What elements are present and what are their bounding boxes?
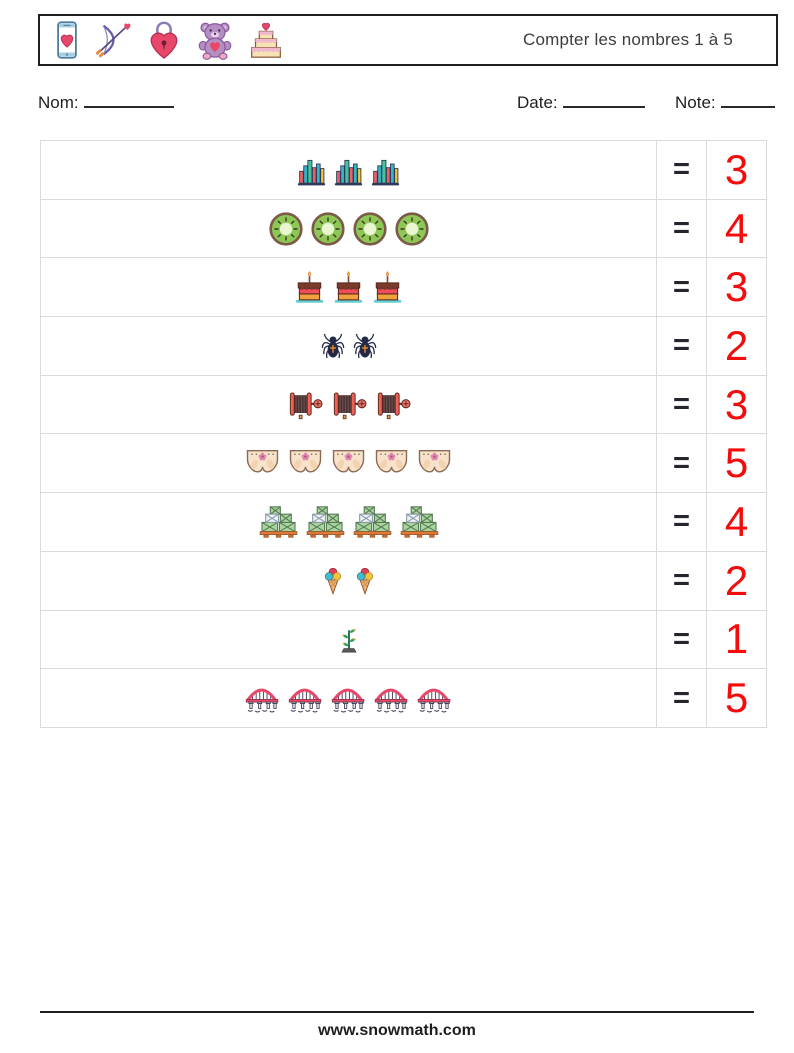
- header-icons: [40, 19, 287, 61]
- answer-value: 2: [706, 550, 767, 611]
- bar-chart-icon: [370, 152, 401, 187]
- crate-pallet-icon: [258, 505, 299, 539]
- diaper-icon: [330, 448, 367, 478]
- answer-value: 5: [706, 668, 767, 728]
- equals-sign: =: [656, 257, 707, 318]
- arch-bridge-icon: [416, 684, 453, 713]
- table-row: = 4: [40, 492, 767, 552]
- table-row: = 2: [40, 550, 767, 611]
- items-cell: [40, 140, 657, 200]
- answer-value: 2: [706, 316, 767, 376]
- cupid-bow-icon: [92, 19, 134, 61]
- table-row: = 4: [40, 198, 767, 259]
- equals-sign: =: [656, 492, 707, 552]
- phone-heart-icon: [51, 19, 83, 61]
- birthday-cake-icon: [371, 270, 404, 305]
- items-cell: [40, 550, 657, 611]
- items-cell: [40, 668, 657, 728]
- items-cell: [40, 609, 657, 670]
- arch-bridge-icon: [330, 684, 367, 713]
- table-row: = 1: [40, 609, 767, 670]
- ice-cream-cone-icon: [352, 564, 378, 598]
- hose-reel-icon: [286, 389, 324, 421]
- diaper-icon: [416, 448, 453, 478]
- worksheet-table-body: = 3 = 4 = 3 = 2 = 3 = 5 = 4 = 2 = 1 = 5: [40, 140, 767, 728]
- items-cell: [40, 374, 657, 435]
- name-label: Nom:: [38, 93, 79, 112]
- birthday-cake-icon: [332, 270, 365, 305]
- date-input-line[interactable]: [562, 92, 645, 108]
- answer-value: 3: [706, 257, 767, 318]
- crate-pallet-icon: [399, 505, 440, 539]
- answer-value: 1: [706, 609, 767, 670]
- equals-sign: =: [656, 609, 707, 670]
- hose-reel-icon: [330, 389, 368, 421]
- equals-sign: =: [656, 198, 707, 259]
- answer-value: 4: [706, 492, 767, 552]
- table-row: = 2: [40, 316, 767, 376]
- table-row: = 3: [40, 140, 767, 200]
- crate-pallet-icon: [305, 505, 346, 539]
- plant-sprout-icon: [336, 624, 362, 655]
- items-cell: [40, 492, 657, 552]
- answer-value: 5: [706, 433, 767, 494]
- items-cell: [40, 257, 657, 318]
- table-row: = 5: [40, 433, 767, 494]
- items-cell: [40, 433, 657, 494]
- note-label: Note:: [675, 93, 716, 112]
- birthday-cake-icon: [293, 270, 326, 305]
- worksheet-table: = 3 = 4 = 3 = 2 = 3 = 5 = 4 = 2 = 1 = 5: [40, 140, 767, 728]
- table-row: = 3: [40, 374, 767, 435]
- date-label: Date:: [517, 93, 558, 112]
- bar-chart-icon: [333, 152, 364, 187]
- equals-sign: =: [656, 140, 707, 200]
- diaper-icon: [373, 448, 410, 478]
- answer-value: 3: [706, 140, 767, 200]
- items-cell: [40, 316, 657, 376]
- arch-bridge-icon: [287, 684, 324, 713]
- kiwi-slice-icon: [310, 211, 346, 247]
- spider-icon: [320, 330, 346, 362]
- table-row: = 3: [40, 257, 767, 318]
- header-box: Compter les nombres 1 à 5: [38, 14, 778, 66]
- note-input-line[interactable]: [720, 92, 775, 108]
- items-cell: [40, 198, 657, 259]
- ice-cream-cone-icon: [320, 564, 346, 598]
- name-input-line[interactable]: [83, 92, 174, 108]
- equals-sign: =: [656, 316, 707, 376]
- teddy-bear-icon: [194, 19, 236, 61]
- fields-row: Nom: Date: Note:: [38, 92, 778, 116]
- diaper-icon: [287, 448, 324, 478]
- footer-divider: [40, 1011, 754, 1013]
- diaper-icon: [244, 448, 281, 478]
- crate-pallet-icon: [352, 505, 393, 539]
- arch-bridge-icon: [244, 684, 281, 713]
- page-title: Compter les nombres 1 à 5: [522, 30, 734, 49]
- hose-reel-icon: [374, 389, 412, 421]
- table-row: = 5: [40, 668, 767, 728]
- equals-sign: =: [656, 668, 707, 728]
- footer-url: www.snowmath.com: [318, 1022, 476, 1039]
- equals-sign: =: [656, 433, 707, 494]
- heart-lock-icon: [143, 19, 185, 61]
- kiwi-slice-icon: [394, 211, 430, 247]
- kiwi-slice-icon: [268, 211, 304, 247]
- spider-icon: [352, 330, 378, 362]
- answer-value: 3: [706, 374, 767, 435]
- arch-bridge-icon: [373, 684, 410, 713]
- kiwi-slice-icon: [352, 211, 388, 247]
- answer-value: 4: [706, 198, 767, 259]
- wedding-cake-icon: [245, 19, 287, 61]
- bar-chart-icon: [296, 152, 327, 187]
- equals-sign: =: [656, 550, 707, 611]
- equals-sign: =: [656, 374, 707, 435]
